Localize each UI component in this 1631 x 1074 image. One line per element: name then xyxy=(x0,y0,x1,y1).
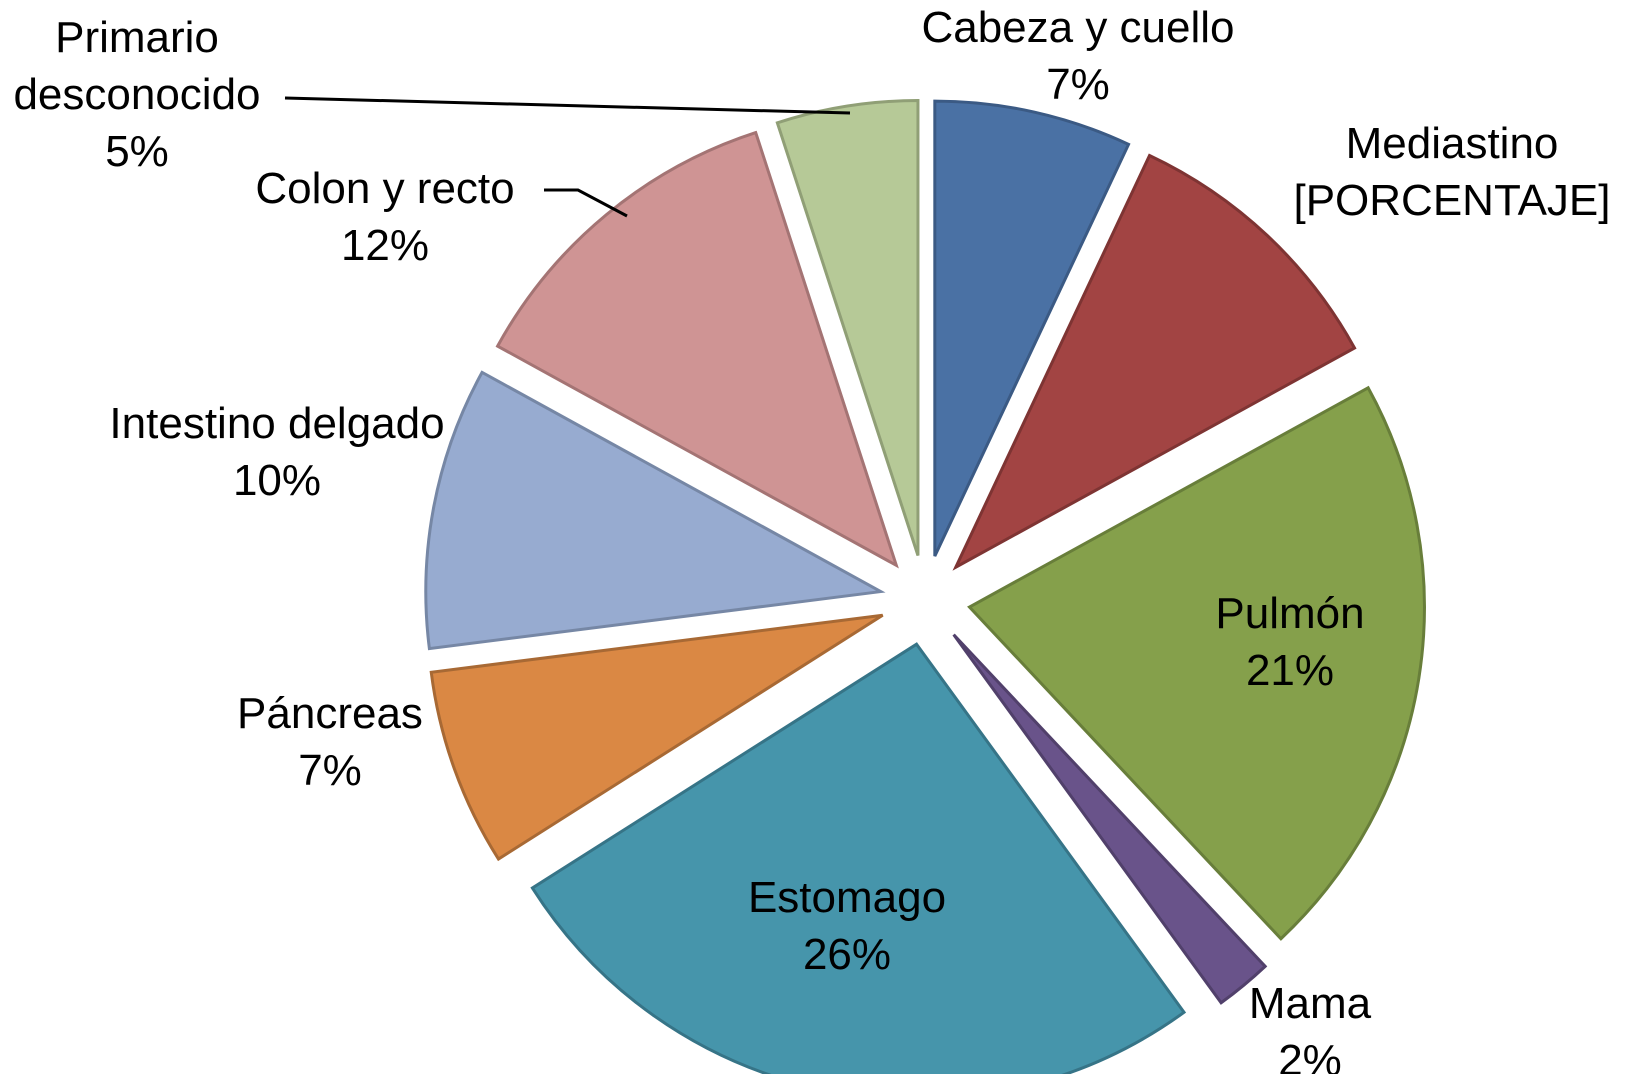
leader-line xyxy=(544,188,628,218)
pie-slice xyxy=(495,130,899,569)
pie-slice xyxy=(429,613,884,862)
leader-line xyxy=(284,96,851,115)
slices xyxy=(424,99,1426,1074)
slice-label: Cabeza y cuello 7% xyxy=(921,3,1234,109)
slice-label: Mama 2% xyxy=(1249,979,1372,1074)
slice-label: Pulmón 21% xyxy=(1215,589,1364,695)
pie-slice xyxy=(952,153,1357,571)
pie-slice xyxy=(775,99,920,557)
slice-label: Estomago 26% xyxy=(748,873,946,979)
pie-slice xyxy=(933,99,1131,557)
pie-slice xyxy=(530,642,1187,1074)
slice-label: Páncreas 7% xyxy=(237,689,423,795)
pie-slice xyxy=(952,633,1268,1005)
slice-label: Primario desconocido 5% xyxy=(13,13,260,176)
leader-lines xyxy=(284,96,851,218)
slice-labels: Cabeza y cuello 7% Mediastino [PORCENTAJE] P… xyxy=(13,3,1610,1074)
pie-slice xyxy=(967,385,1426,941)
slice-label: Mediastino [PORCENTAJE] xyxy=(1293,119,1610,225)
slice-label: Intestino delgado 10% xyxy=(109,399,444,505)
pie-slice xyxy=(424,370,886,651)
slice-label: Colon y recto 12% xyxy=(255,164,514,270)
